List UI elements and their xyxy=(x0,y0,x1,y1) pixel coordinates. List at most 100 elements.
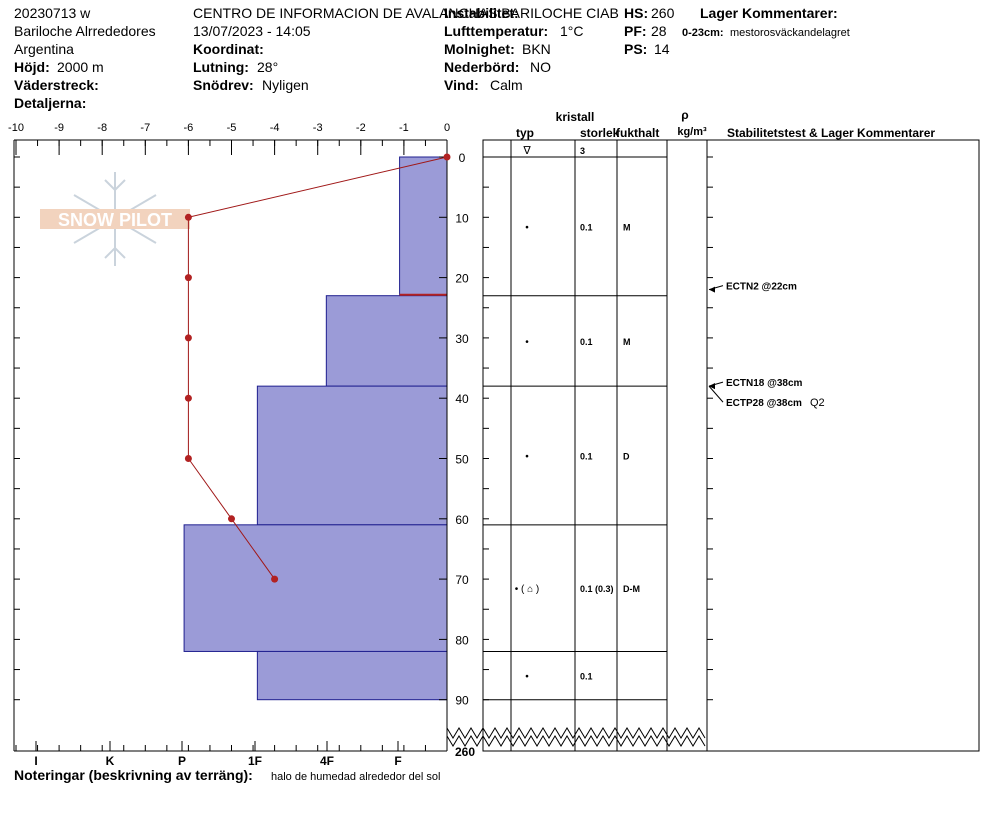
col-type: typ xyxy=(516,126,534,140)
country: Argentina xyxy=(14,41,74,57)
hardness-label-1: K xyxy=(106,754,115,768)
hardness-bar-3 xyxy=(183,524,448,652)
logo-text: SNOW PILOT xyxy=(58,210,172,230)
temperature-point-2 xyxy=(184,274,192,282)
aspect-label: Väderstreck: xyxy=(14,77,99,93)
precip-value: NO xyxy=(530,59,551,75)
sky-value: BKN xyxy=(522,41,551,57)
depth-tick-label-3: 30 xyxy=(455,332,469,346)
notes-label: Noteringar (beskrivning av terräng): xyxy=(14,767,253,783)
col-rho: ρ xyxy=(681,108,688,122)
layer-size-0: 0.1 xyxy=(580,222,593,232)
temp-tick-label-10: 0 xyxy=(444,122,450,134)
depth-tick-label-1: 10 xyxy=(455,211,469,225)
elevation-label: Höjd: xyxy=(14,59,50,75)
layer-form-2: • xyxy=(525,451,529,462)
hardness-bar-0 xyxy=(399,156,448,297)
test-label-2: ECTP28 @38cm xyxy=(726,398,802,409)
depth-tick-label-5: 50 xyxy=(455,453,469,467)
chart-dynamic: • 0.1 M • 0.1 M • 0.1 D • ( ⌂ ) 0.1 (0.3) D-M • 0.1 -1… xyxy=(8,122,825,768)
ps-label: PS: xyxy=(624,41,648,57)
temp-tick-label-1: -9 xyxy=(54,122,64,134)
temp-tick-label-9: -1 xyxy=(399,122,409,134)
test-arrow-2 xyxy=(708,385,724,403)
test-label-0: ECTN2 @22cm xyxy=(726,282,797,293)
depth-tick-label-2: 20 xyxy=(455,272,469,286)
test-extra-2: Q2 xyxy=(810,397,825,409)
hardness-label-4: 4F xyxy=(320,754,334,768)
layer-form-3: • ( ⌂ ) xyxy=(515,584,540,595)
layer-moisture-1: M xyxy=(623,337,631,347)
layer-comment-depth: 0-23cm: xyxy=(682,27,724,39)
snowpilot-logo: SNOW PILOT xyxy=(40,172,190,266)
depth-tick-label-7: 70 xyxy=(455,573,469,587)
depth-bottom-label: 260 xyxy=(455,745,475,759)
hardness-bar-4 xyxy=(256,650,448,701)
break-mark-2 xyxy=(446,735,706,747)
temperature-point-1 xyxy=(184,213,192,221)
notes-text: halo de humedad alrededor del sol xyxy=(271,771,441,783)
airtemp-value: 1°C xyxy=(560,23,584,39)
layer-comment-text: mestorosväckandelagret xyxy=(730,27,850,39)
temp-tick-label-8: -2 xyxy=(356,122,366,134)
depth-tick-label-0: 0 xyxy=(459,151,466,165)
break-mark-1 xyxy=(446,727,706,739)
temp-tick-label-5: -5 xyxy=(227,122,237,134)
depth-tick-label-8: 80 xyxy=(455,633,469,647)
coord-label: Koordinat: xyxy=(193,41,264,57)
hardness-bar-1 xyxy=(325,295,448,387)
datetime: 13/07/2023 - 14:05 xyxy=(193,23,311,39)
surface-size: 3 xyxy=(580,146,585,156)
sky-label: Molnighet: xyxy=(444,41,515,57)
hardness-label-0: I xyxy=(34,754,37,768)
depth-tick-label-6: 60 xyxy=(455,513,469,527)
pf-value: 28 xyxy=(651,23,667,39)
hardness-label-5: F xyxy=(394,754,401,768)
drift-value: Nyligen xyxy=(262,77,309,93)
temperature-point-3 xyxy=(184,334,192,342)
layer-form-0: • xyxy=(525,222,529,233)
temperature-point-5 xyxy=(184,455,192,462)
col-stability: Stabilitetstest & Lager Kommentarer xyxy=(727,126,935,140)
temperature-point-6 xyxy=(228,515,235,523)
slope-value: 28° xyxy=(257,59,279,75)
airtemp-label: Lufttemperatur: xyxy=(444,23,549,39)
stability-label: Instabilitet: xyxy=(444,5,519,21)
layer-form-1: • xyxy=(525,337,529,348)
layer-comments-title: Lager Kommentarer: xyxy=(700,5,838,21)
layer-size-2: 0.1 xyxy=(580,451,593,461)
slope-label: Lutning: xyxy=(193,59,249,75)
profile-id: 20230713 w xyxy=(14,5,91,21)
layer-moisture-2: D xyxy=(623,451,630,461)
col-rho-unit: kg/m³ xyxy=(677,126,707,138)
hardness-bar-2 xyxy=(256,385,448,526)
col-moisture: fukthalt xyxy=(616,126,659,140)
layer-size-3: 0.1 (0.3) xyxy=(580,584,614,594)
temperature-point-7 xyxy=(271,575,279,583)
layer-form-4: • xyxy=(525,672,529,683)
ps-value: 14 xyxy=(654,41,670,57)
wind-value: Calm xyxy=(490,77,523,93)
hardness-label-2: P xyxy=(178,754,186,768)
temp-tick-label-6: -4 xyxy=(270,122,280,134)
layer-size-1: 0.1 xyxy=(580,337,593,347)
temp-tick-label-7: -3 xyxy=(313,122,323,134)
temp-tick-label-0: -10 xyxy=(8,122,24,134)
hardness-label-3: 1F xyxy=(248,754,262,768)
depth-tick-label-4: 40 xyxy=(455,392,469,406)
temperature-line xyxy=(187,156,448,580)
drift-label: Snödrev: xyxy=(193,77,254,93)
location: Bariloche Alrrededores xyxy=(14,23,156,39)
temp-tick-label-3: -7 xyxy=(140,122,150,134)
wind-label: Vind: xyxy=(444,77,479,93)
test-arrowhead-2 xyxy=(709,383,715,390)
surface-symbol: ∇ xyxy=(522,145,531,157)
details-label: Detaljerna: xyxy=(14,95,87,111)
org-title: CENTRO DE INFORMACION DE AVALANCHAS BARI… xyxy=(193,5,619,21)
pf-label: PF: xyxy=(624,23,647,39)
col-size: storlek xyxy=(580,126,620,140)
layer-moisture-0: M xyxy=(623,222,631,232)
layer-size-4: 0.1 xyxy=(580,672,593,682)
depth-tick-label-9: 90 xyxy=(455,694,469,708)
